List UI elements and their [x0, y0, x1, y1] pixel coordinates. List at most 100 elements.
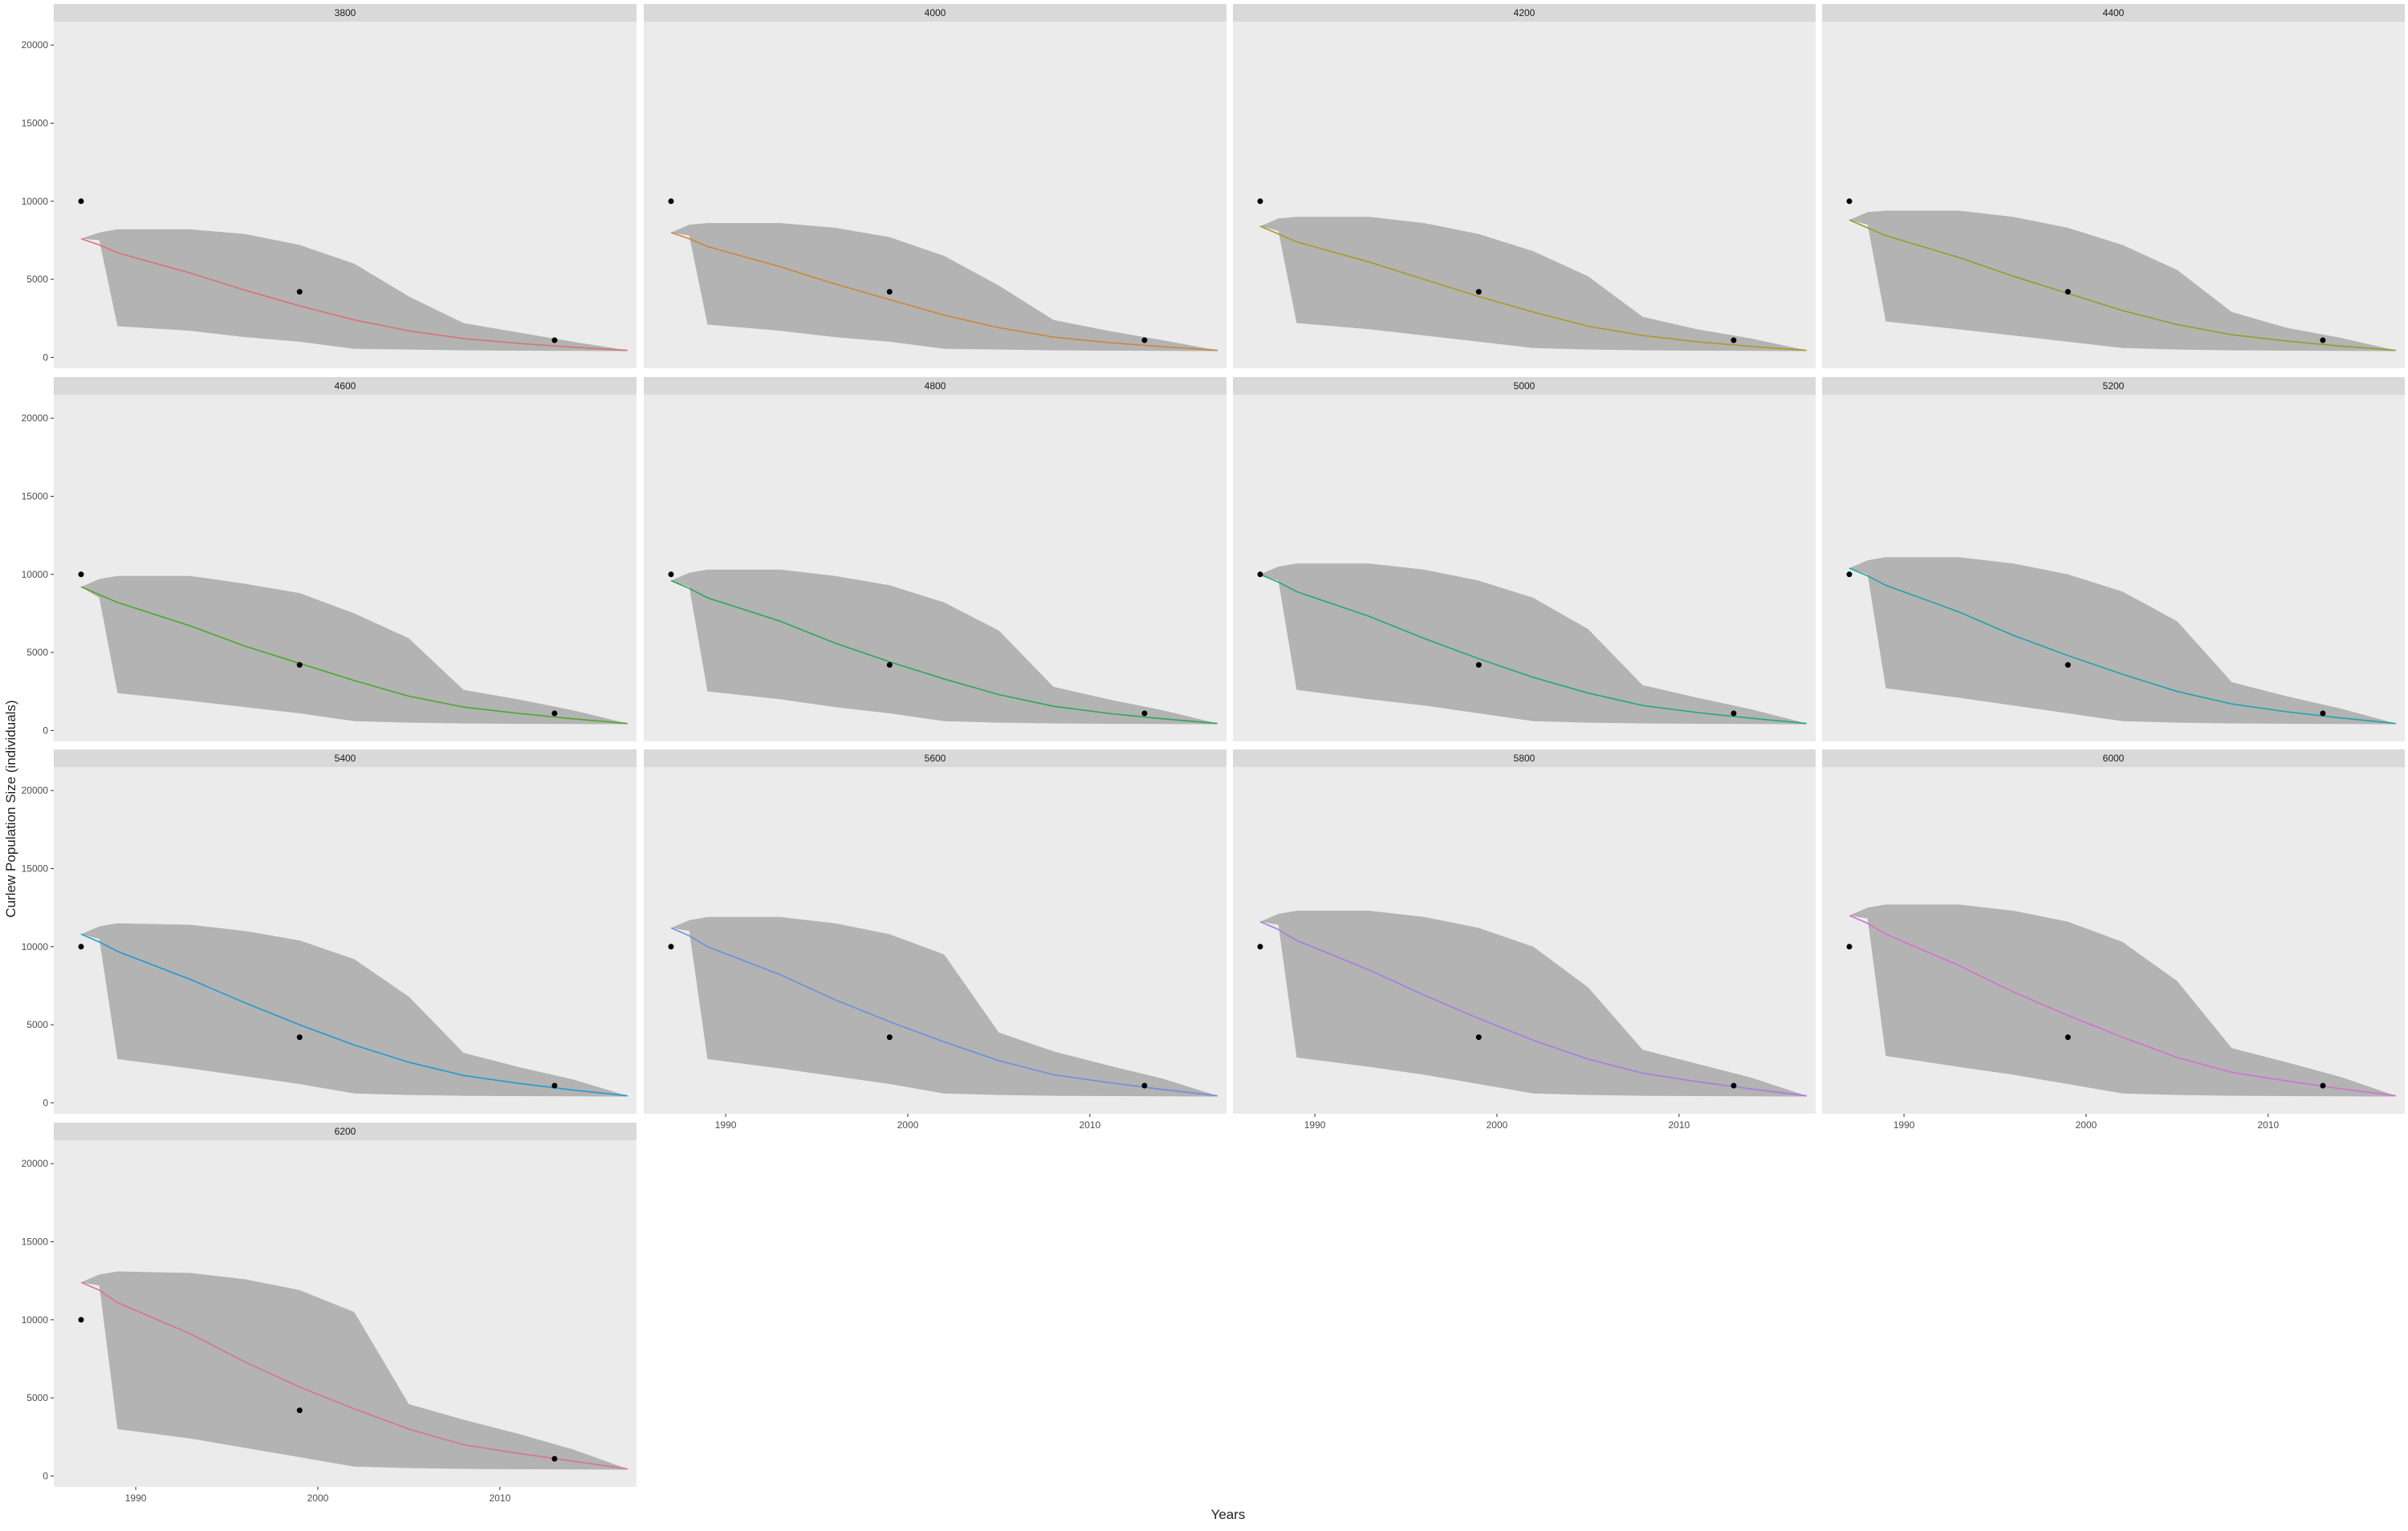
x-tick-label: 2010 — [1668, 1119, 1690, 1131]
observed-point — [1257, 944, 1263, 950]
facet-panel: 5800 1990 2000 2010 — [1233, 749, 1816, 1131]
facet-strip — [54, 749, 637, 767]
facet-strip — [1233, 377, 1816, 395]
uncertainty-ribbon — [1849, 904, 2396, 1097]
facet-strip-label: 5200 — [2103, 380, 2125, 392]
observed-point — [551, 337, 558, 343]
facet-strip-label: 5000 — [1514, 380, 1536, 392]
facet-strip-label: 4200 — [1514, 7, 1536, 18]
observed-point — [2320, 710, 2326, 717]
observed-point — [1475, 662, 1482, 668]
observed-point — [78, 571, 84, 578]
observed-point — [2320, 1082, 2326, 1089]
facet-strip — [644, 377, 1226, 395]
observed-point — [2320, 337, 2326, 343]
facet-panel: 5400 0 5000 10000 15000 20000 — [22, 749, 637, 1114]
uncertainty-ribbon — [81, 229, 628, 351]
y-tick-label: 15000 — [22, 863, 49, 874]
observed-point — [551, 1456, 558, 1462]
y-tick-label: 15000 — [22, 117, 49, 128]
facet-panel: 5600 1990 2000 2010 — [644, 749, 1226, 1131]
y-tick-label: 15000 — [22, 490, 49, 502]
facet-strip-label: 6000 — [2103, 753, 2125, 764]
facet-strip-label: 4400 — [2103, 7, 2125, 18]
observed-point — [296, 289, 303, 295]
x-tick-label: 2000 — [307, 1492, 329, 1504]
observed-point — [296, 1034, 303, 1041]
y-tick-label: 5000 — [26, 1019, 48, 1030]
facet-panel: 4600 0 5000 10000 15000 20000 — [22, 377, 637, 741]
y-tick-label: 5000 — [26, 274, 48, 285]
x-tick-label: 2000 — [897, 1119, 919, 1131]
y-tick-label: 20000 — [22, 412, 49, 424]
y-tick-label: 10000 — [22, 569, 49, 580]
series-line — [1849, 219, 2396, 351]
observed-point — [1731, 337, 1737, 343]
facet-panel: 6200 0 5000 10000 15000 20000 1990 2000 2010 — [22, 1123, 637, 1504]
facet-panel: 5200 — [1822, 377, 2405, 741]
series-line — [670, 579, 1218, 725]
y-tick-label: 5000 — [26, 1392, 48, 1403]
facet-panel: 3800 0 5000 10000 15000 20000 — [22, 4, 637, 368]
uncertainty-ribbon — [1849, 557, 2396, 725]
observed-point — [886, 289, 893, 295]
x-tick-label: 1990 — [1893, 1119, 1915, 1131]
observed-point — [551, 1082, 558, 1089]
facet-strip — [1233, 749, 1816, 767]
observed-point — [1257, 571, 1263, 578]
facet-strip-label: 4800 — [925, 380, 946, 392]
observed-point — [2064, 1034, 2071, 1041]
y-tick-label: 0 — [43, 351, 48, 363]
facet-strip — [54, 1123, 637, 1140]
y-tick-label: 0 — [43, 725, 48, 736]
series-line — [1849, 915, 2396, 1097]
series-line — [80, 933, 628, 1097]
observed-point — [1141, 337, 1148, 343]
facet-panel: 4000 — [644, 4, 1226, 368]
observed-point — [1846, 944, 1853, 950]
facet-strip — [54, 377, 637, 395]
observed-point — [2064, 289, 2071, 295]
observed-point — [1731, 710, 1737, 717]
x-tick-label: 1990 — [715, 1119, 737, 1131]
observed-point — [1846, 198, 1853, 205]
x-tick-label: 2010 — [2257, 1119, 2279, 1131]
observed-point — [1731, 1082, 1737, 1089]
facet-strip-label: 5800 — [1514, 753, 1536, 764]
x-tick-label: 2000 — [2076, 1119, 2097, 1131]
uncertainty-ribbon — [81, 1271, 628, 1470]
facet-strip-label: 4600 — [335, 380, 356, 392]
facet-strip — [1822, 377, 2405, 395]
facet-strip — [1822, 4, 2405, 22]
uncertainty-ribbon — [1849, 210, 2396, 351]
y-tick-label: 0 — [43, 1470, 48, 1481]
series-line — [670, 231, 1218, 351]
x-tick-label: 2010 — [489, 1492, 510, 1504]
facet-strip — [1822, 749, 2405, 767]
observed-point — [1846, 571, 1853, 578]
facet-panel: 4200 — [1233, 4, 1816, 368]
y-tick-label: 5000 — [26, 647, 48, 658]
observed-point — [78, 1317, 84, 1323]
observed-point — [1141, 710, 1148, 717]
observed-point — [78, 198, 84, 205]
x-tick-label: 2010 — [1079, 1119, 1100, 1131]
observed-point — [668, 571, 674, 578]
y-tick-label: 20000 — [22, 1158, 49, 1169]
y-tick-label: 20000 — [22, 39, 49, 51]
y-tick-label: 15000 — [22, 1236, 49, 1247]
y-tick-label: 10000 — [22, 941, 49, 952]
x-axis-title: Years — [1211, 1507, 1246, 1522]
y-tick-label: 20000 — [22, 785, 49, 796]
uncertainty-ribbon — [81, 575, 628, 725]
series-line — [1259, 574, 1807, 725]
x-tick-label: 2000 — [1487, 1119, 1508, 1131]
facet-strip-label: 5600 — [925, 753, 946, 764]
observed-point — [78, 944, 84, 950]
facet-strip — [54, 4, 637, 22]
facet-strip-label: 3800 — [335, 7, 356, 18]
facet-strip — [1233, 4, 1816, 22]
series-line — [670, 927, 1218, 1097]
